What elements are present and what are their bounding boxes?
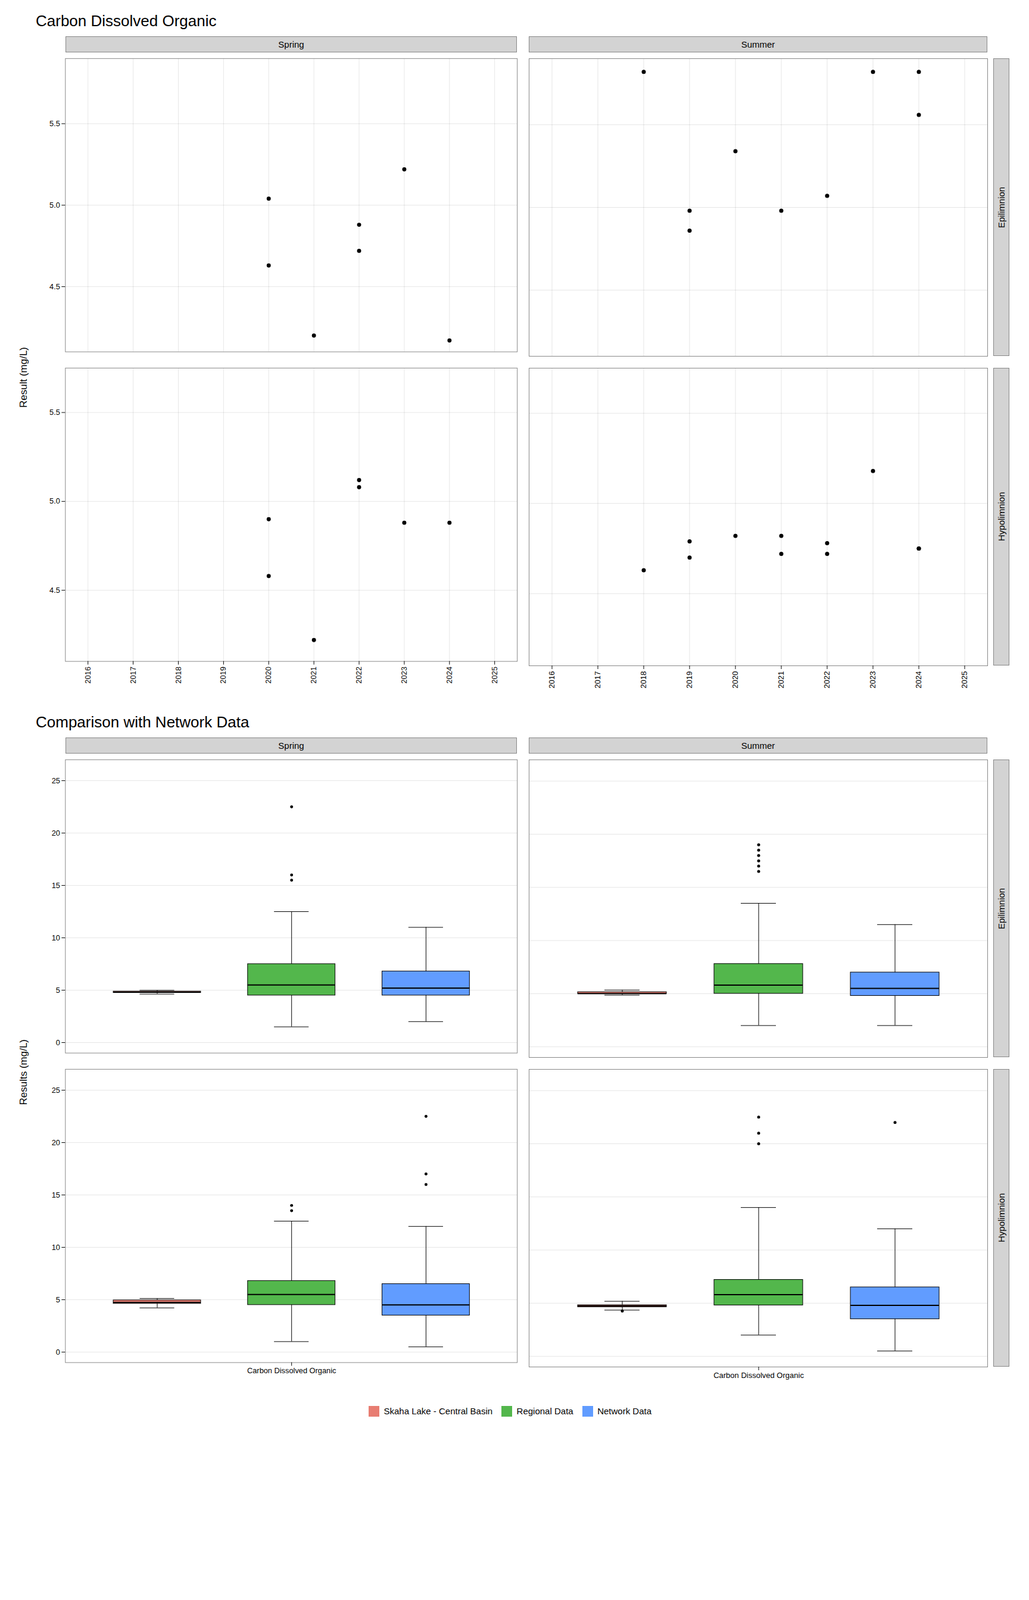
svg-text:2022: 2022 — [822, 671, 832, 689]
svg-text:2021: 2021 — [776, 671, 786, 689]
svg-text:5.0: 5.0 — [49, 200, 61, 210]
html-text:Spring: Spring — [278, 740, 305, 751]
html-text:Hypolimnion: Hypolimnion — [996, 492, 1007, 542]
html-text:Regional Data: Regional Data — [516, 1406, 574, 1417]
svg-text:25: 25 — [51, 1086, 61, 1096]
svg-text:5.5: 5.5 — [49, 407, 61, 417]
svg-text:2023: 2023 — [868, 671, 878, 689]
svg-text:2024: 2024 — [444, 666, 454, 684]
html-text:Epilimnion: Epilimnion — [996, 186, 1007, 228]
svg-text:2016: 2016 — [547, 671, 557, 689]
svg-text:2020: 2020 — [263, 666, 273, 684]
svg-text:5.0: 5.0 — [49, 496, 61, 506]
svg-text:4.5: 4.5 — [49, 585, 61, 595]
svg-text:Carbon Dissolved Organic: Carbon Dissolved Organic — [247, 1366, 337, 1376]
svg-text:2017: 2017 — [593, 671, 603, 689]
html-text:Hypolimnion: Hypolimnion — [996, 1193, 1007, 1243]
svg-text:2016: 2016 — [83, 666, 93, 684]
html-text:Skaha Lake - Central Basin: Skaha Lake - Central Basin — [383, 1406, 493, 1417]
svg-text:2024: 2024 — [914, 671, 924, 689]
svg-text:10: 10 — [51, 933, 61, 943]
html-text:Results (mg/L): Results (mg/L) — [17, 1039, 30, 1106]
svg-text:2020: 2020 — [730, 671, 740, 689]
svg-text:15: 15 — [51, 1190, 61, 1200]
svg-text:15: 15 — [51, 881, 61, 891]
svg-text:2023: 2023 — [399, 666, 409, 684]
svg-text:5: 5 — [55, 1295, 61, 1305]
html-text:Carbon Dissolved Organic: Carbon Dissolved Organic — [35, 11, 217, 30]
svg-text:4.5: 4.5 — [49, 282, 61, 292]
svg-text:5: 5 — [55, 986, 61, 996]
svg-text:5.5: 5.5 — [49, 119, 61, 129]
svg-text:2018: 2018 — [173, 666, 183, 684]
html-text:Summer: Summer — [741, 39, 775, 50]
svg-text:2017: 2017 — [128, 666, 138, 684]
svg-text:2025: 2025 — [490, 666, 500, 684]
html-text:Result (mg/L): Result (mg/L) — [17, 347, 30, 408]
svg-text:2022: 2022 — [354, 666, 364, 684]
svg-text:20: 20 — [51, 1138, 61, 1148]
svg-text:2025: 2025 — [959, 671, 969, 689]
svg-text:0: 0 — [55, 1348, 61, 1358]
svg-text:2021: 2021 — [309, 666, 318, 684]
html-text:Epilimnion: Epilimnion — [996, 888, 1007, 930]
svg-text:Carbon Dissolved Organic: Carbon Dissolved Organic — [713, 1371, 804, 1381]
html-text:Comparison with Network Data: Comparison with Network Data — [35, 713, 250, 732]
svg-text:2019: 2019 — [684, 671, 694, 689]
html-text:Summer: Summer — [741, 740, 775, 751]
svg-text:0: 0 — [55, 1038, 61, 1048]
html-text:Spring: Spring — [278, 39, 305, 50]
svg-text:2019: 2019 — [218, 666, 228, 684]
svg-text:20: 20 — [51, 828, 61, 838]
svg-text:25: 25 — [51, 776, 61, 786]
html-text:Network Data: Network Data — [597, 1406, 652, 1417]
svg-text:2018: 2018 — [638, 671, 648, 689]
svg-text:10: 10 — [51, 1243, 61, 1253]
